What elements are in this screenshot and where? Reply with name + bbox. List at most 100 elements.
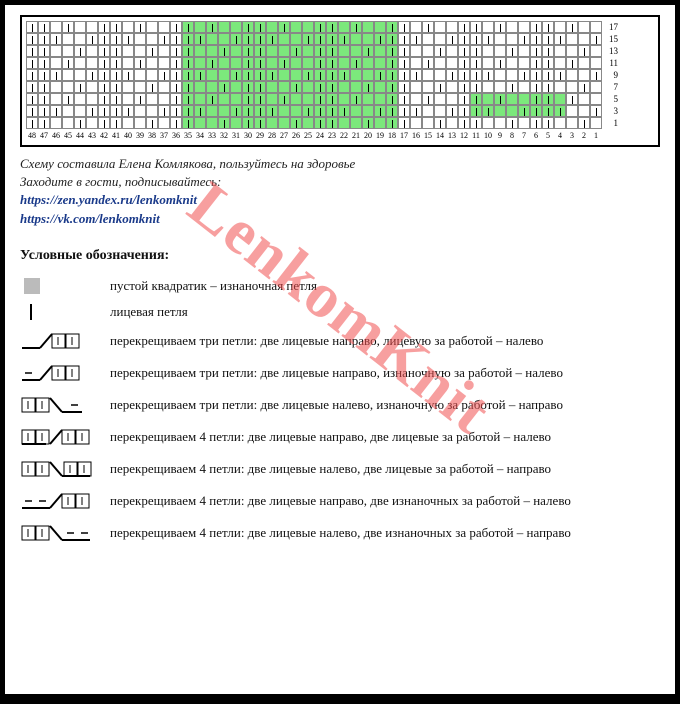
chart-cell	[578, 45, 590, 57]
chart-cell	[230, 33, 242, 45]
chart-cell	[50, 33, 62, 45]
row-number: 1	[602, 117, 620, 129]
chart-cell	[230, 81, 242, 93]
chart-cell	[98, 21, 110, 33]
col-number: 38	[146, 129, 158, 143]
chart-cell	[194, 93, 206, 105]
chart-cell	[254, 105, 266, 117]
credit-link-2[interactable]: https://vk.com/lenkomknit	[20, 211, 160, 226]
chart-cell	[290, 33, 302, 45]
chart-cell	[290, 105, 302, 117]
chart-cell	[374, 81, 386, 93]
chart-cell	[506, 33, 518, 45]
chart-cell	[362, 33, 374, 45]
col-number: 18	[386, 129, 398, 143]
chart-cell	[446, 45, 458, 57]
chart-cell	[158, 21, 170, 33]
chart-cell	[50, 93, 62, 105]
chart-cell	[554, 81, 566, 93]
chart-cell	[314, 33, 326, 45]
col-number: 33	[206, 129, 218, 143]
chart-cell	[530, 45, 542, 57]
col-number: 8	[506, 129, 518, 143]
chart-cell	[578, 81, 590, 93]
col-number: 2	[578, 129, 590, 143]
chart-cell	[38, 81, 50, 93]
chart-cell	[278, 81, 290, 93]
chart-cell	[182, 105, 194, 117]
chart-cell	[194, 45, 206, 57]
chart-cell	[266, 69, 278, 81]
chart-cell	[386, 21, 398, 33]
chart-cell	[578, 117, 590, 129]
chart-cell	[110, 117, 122, 129]
col-number: 28	[266, 129, 278, 143]
chart-cell	[518, 69, 530, 81]
chart-cell	[470, 117, 482, 129]
chart-cell	[242, 117, 254, 129]
chart-cell	[218, 21, 230, 33]
chart-cell	[374, 93, 386, 105]
chart-cell	[326, 105, 338, 117]
chart-cell	[338, 33, 350, 45]
chart-cell	[338, 45, 350, 57]
chart-cell	[494, 21, 506, 33]
chart-cell	[266, 57, 278, 69]
legend-item: пустой квадратик – изнаночная петля	[20, 278, 660, 294]
chart-cell	[38, 21, 50, 33]
chart-cell	[506, 93, 518, 105]
chart-cell	[578, 21, 590, 33]
chart-cell	[86, 21, 98, 33]
chart-cell	[518, 81, 530, 93]
chart-cell	[242, 21, 254, 33]
chart-cell	[458, 93, 470, 105]
chart-cell	[290, 93, 302, 105]
legend-symbol-c3r	[20, 330, 110, 352]
chart-cell	[506, 45, 518, 57]
chart-cell	[326, 69, 338, 81]
col-number: 17	[398, 129, 410, 143]
chart-cell	[458, 57, 470, 69]
chart-cell	[482, 117, 494, 129]
chart-cell	[590, 105, 602, 117]
chart-cell	[302, 81, 314, 93]
col-number: 39	[134, 129, 146, 143]
chart-cell	[458, 117, 470, 129]
chart-cell	[362, 69, 374, 81]
chart-cell	[470, 57, 482, 69]
chart-cell	[494, 93, 506, 105]
chart-cell	[98, 69, 110, 81]
chart-cell	[266, 21, 278, 33]
chart-cell	[530, 81, 542, 93]
chart-cell	[62, 105, 74, 117]
chart-cell	[566, 69, 578, 81]
chart-cell	[62, 45, 74, 57]
chart-cell	[494, 69, 506, 81]
chart-cell	[566, 33, 578, 45]
chart-cell	[62, 69, 74, 81]
chart-cell	[26, 105, 38, 117]
chart-cell	[386, 57, 398, 69]
chart-cell	[386, 33, 398, 45]
chart-cell	[134, 69, 146, 81]
chart-cell	[566, 117, 578, 129]
chart-cell	[86, 81, 98, 93]
col-number: 6	[530, 129, 542, 143]
chart-cell	[554, 93, 566, 105]
chart-cell	[122, 69, 134, 81]
credit-link-1[interactable]: https://zen.yandex.ru/lenkomknit	[20, 192, 197, 207]
chart-cell	[50, 57, 62, 69]
col-number: 12	[458, 129, 470, 143]
chart-cell	[74, 117, 86, 129]
chart-cell	[458, 33, 470, 45]
chart-cell	[182, 21, 194, 33]
chart-cell	[26, 21, 38, 33]
chart-cell	[242, 33, 254, 45]
chart-cell	[494, 117, 506, 129]
chart-cell	[230, 105, 242, 117]
chart-cell	[302, 45, 314, 57]
chart-cell	[386, 117, 398, 129]
chart-cell	[446, 33, 458, 45]
chart-cell	[254, 45, 266, 57]
col-number: 21	[350, 129, 362, 143]
